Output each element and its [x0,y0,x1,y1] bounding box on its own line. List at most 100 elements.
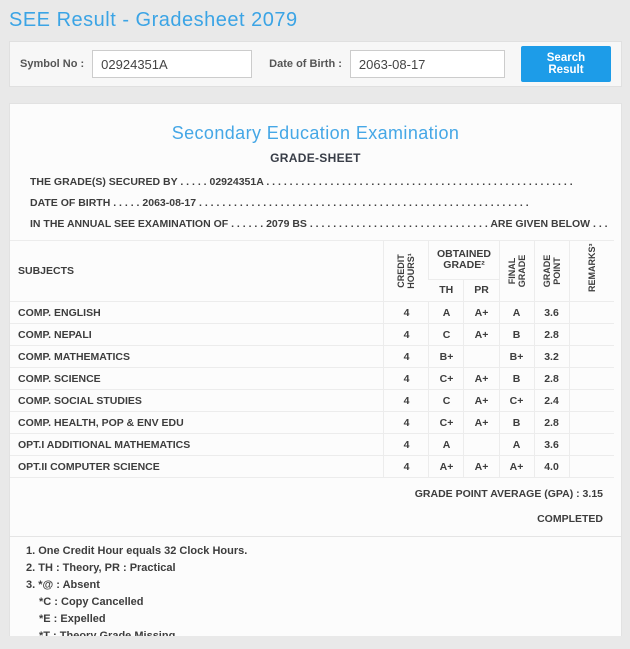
subject-name: COMP. SCIENCE [10,367,384,390]
page: SEE Result - Gradesheet 2079 Symbol No :… [0,9,630,649]
grade-point-value: 2.8 [533,323,569,346]
final-grade-value: A [498,433,534,456]
grade-point-value: 3.2 [533,345,569,368]
practical-grade-value: A+ [463,411,499,434]
subjects-column-header: SUBJECTS [18,265,75,277]
footnote-line: *C : Copy Cancelled [26,594,621,611]
remarks-value [568,323,614,346]
remarks-value [568,433,614,456]
subject-name: OPT.I ADDITIONAL MATHEMATICS [10,433,384,456]
theory-grade-value: A [428,433,464,456]
footnote-text: 1. One Credit Hour equals 32 Clock Hours… [26,545,248,557]
credit-hours-column-header: CREDIT HOURS¹ [383,240,429,302]
theory-grade-value: C+ [428,367,464,390]
result-status: COMPLETED [537,513,603,525]
grade-point-value: 3.6 [533,433,569,456]
footnote-text: *E : Expelled [39,613,106,625]
final-grade-value: A+ [498,455,534,478]
practical-grade-value: A+ [463,367,499,390]
credit-hours-value: 4 [383,433,429,456]
footnote-text: 2. TH : Theory, PR : Practical [26,562,176,574]
subject-row: OPT.I ADDITIONAL MATHEMATICS 4 A A 3.6 [10,433,614,456]
gradesheet-panel: Secondary Education Examination GRADE-SH… [9,103,622,636]
subject-name: COMP. NEPALI [10,323,384,346]
final-grade-value: B [498,323,534,346]
practical-grade-value: A+ [463,301,499,324]
practical-grade-value [463,433,499,456]
remarks-column-header: REMARKS³ [568,240,614,302]
final-grade-value: B+ [498,345,534,368]
grade-point-column-header: GRADE POINT [533,240,569,302]
subject-name: COMP. MATHEMATICS [10,345,384,368]
final-grade-value: B [498,367,534,390]
exam-heading: Secondary Education Examination [171,123,460,143]
grade-point-value: 2.8 [533,411,569,434]
footnote-line: 1. One Credit Hour equals 32 Clock Hours… [26,543,621,560]
footnote-text: *T : Theory Grade Missing [39,630,176,636]
footnote-line: 2. TH : Theory, PR : Practical [26,560,621,577]
final-grade-value: C+ [498,389,534,412]
subject-row: OPT.II COMPUTER SCIENCE 4 A+ A+ A+ 4.0 [10,455,614,478]
gradesheet-subheading: GRADE-SHEET [270,151,361,165]
final-grade-value: B [498,411,534,434]
theory-grade-value: A [428,301,464,324]
remarks-value [568,389,614,412]
footnotes-divider [10,536,621,537]
practical-grade-value: A+ [463,389,499,412]
subject-row: COMP. ENGLISH 4 A A+ A 3.6 [10,301,614,324]
grades-table: SUBJECTS CREDIT HOURS¹ OBTAINED GRADE² F… [10,240,614,478]
final-grade-column-header: FINAL GRADE [498,240,534,302]
theory-grade-value: C [428,323,464,346]
dob-input[interactable] [349,50,505,78]
theory-grade-value: B+ [428,345,464,368]
subject-row: COMP. SOCIAL STUDIES 4 C A+ C+ 2.4 [10,389,614,412]
remarks-value [568,345,614,368]
remarks-value [568,455,614,478]
footnote-line: *E : Expelled [26,611,621,628]
exam-year-line: IN THE ANNUAL SEE EXAMINATION OF . . . .… [30,218,608,230]
dob-label: Date of Birth : [269,58,342,70]
practical-grade-value [463,345,499,368]
footnote-line: 3. *@ : Absent [26,577,621,594]
footnote-line: *T : Theory Grade Missing [26,628,621,636]
credit-hours-value: 4 [383,323,429,346]
search-form-bar: Symbol No : Date of Birth : Search Resul… [9,41,622,87]
secured-by-line: THE GRADE(S) SECURED BY . . . . . 029243… [30,176,573,188]
remarks-value [568,367,614,390]
theory-grade-value: A+ [428,455,464,478]
symbol-no-label: Symbol No : [20,58,85,70]
theory-subcolumn-header: TH [439,284,454,297]
subject-row: COMP. SCIENCE 4 C+ A+ B 2.8 [10,367,614,390]
theory-grade-value: C+ [428,411,464,434]
remarks-value [568,411,614,434]
practical-grade-value: A+ [463,323,499,346]
date-of-birth-line: DATE OF BIRTH . . . . . 2063-08-17 . . .… [30,197,529,209]
subject-name: COMP. ENGLISH [10,301,384,324]
subject-name: COMP. HEALTH, POP & ENV EDU [10,411,384,434]
subject-row: COMP. MATHEMATICS 4 B+ B+ 3.2 [10,345,614,368]
credit-hours-value: 4 [383,367,429,390]
footnote-text: 3. *@ : Absent [26,579,100,591]
credit-hours-value: 4 [383,345,429,368]
footnote-text: *C : Copy Cancelled [39,596,144,608]
grades-table-body: COMP. ENGLISH 4 A A+ A 3.6 COMP. NEPALI … [10,301,614,478]
page-title: SEE Result - Gradesheet 2079 [9,9,298,31]
remarks-value [568,301,614,324]
subject-row: COMP. NEPALI 4 C A+ B 2.8 [10,323,614,346]
footnotes: 1. One Credit Hour equals 32 Clock Hours… [10,537,621,636]
credit-hours-value: 4 [383,389,429,412]
credit-hours-value: 4 [383,301,429,324]
grade-point-value: 2.8 [533,367,569,390]
practical-subcolumn-header: PR [463,279,499,302]
subject-row: COMP. HEALTH, POP & ENV EDU 4 C+ A+ B 2.… [10,411,614,434]
subject-name: OPT.II COMPUTER SCIENCE [10,455,384,478]
symbol-no-input[interactable] [92,50,253,78]
grade-point-value: 4.0 [533,455,569,478]
subject-name: COMP. SOCIAL STUDIES [10,389,384,412]
search-result-button[interactable]: Search Result [520,46,611,82]
grade-point-value: 2.4 [533,389,569,412]
grade-point-value: 3.6 [533,301,569,324]
credit-hours-value: 4 [383,411,429,434]
obtained-grade-column-header: OBTAINED GRADE² [428,240,499,280]
info-lines: THE GRADE(S) SECURED BY . . . . . 029243… [10,172,621,235]
